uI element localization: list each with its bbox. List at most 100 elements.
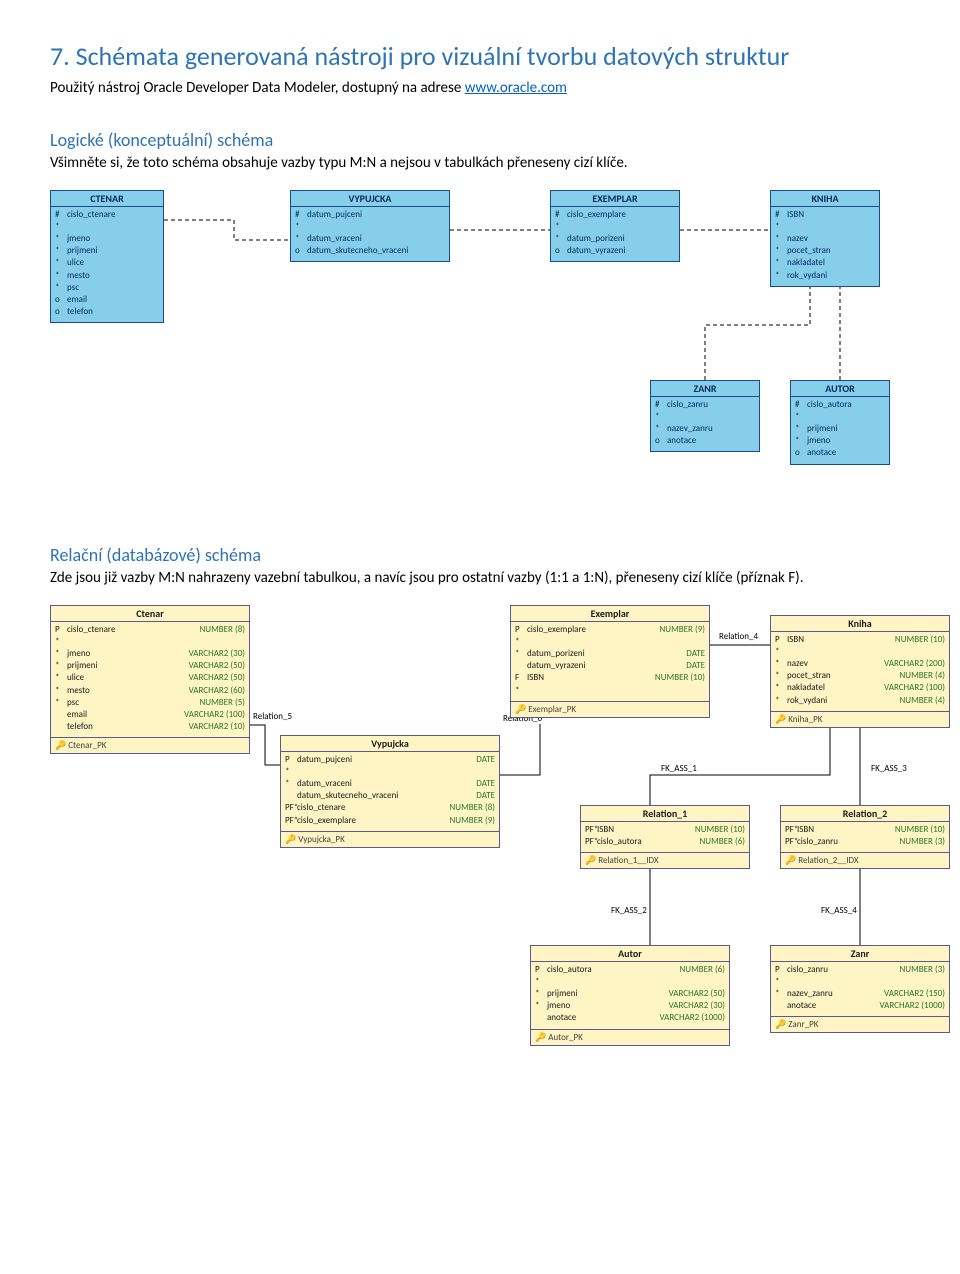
attribute-row: *nazev: [775, 233, 875, 245]
relation-label: Relation_5: [252, 711, 293, 722]
attribute-row: *uliceVARCHAR2 (50): [55, 672, 245, 684]
attribute-row: *ulice: [55, 257, 159, 269]
attribute-row: *pocet_stranNUMBER (4): [775, 670, 945, 682]
entity-pk: 🔑 Vypujcka_PK: [281, 831, 499, 847]
attribute-row: *prijmeni: [55, 245, 159, 257]
attribute-row: # *cislo_exemplare: [555, 209, 675, 233]
entity-title: Kniha: [771, 616, 949, 632]
entity-title: VYPUJCKA: [291, 191, 449, 207]
entity-vypujcka2: Vypujcka P *datum_pujceniDATE *datum_vrac…: [280, 735, 500, 848]
entity-relation1: Relation_1 PF*ISBNNUMBER (10)PF*cislo_aut…: [580, 805, 750, 869]
relation-label: FK_ASS_3: [870, 763, 908, 774]
relation-label: FK_ASS_2: [610, 905, 648, 916]
attribute-row: *jmenoVARCHAR2 (30): [535, 1000, 725, 1012]
attribute-row: P *cislo_ctenareNUMBER (8): [55, 624, 245, 648]
entity-title: Exemplar: [511, 606, 709, 622]
attribute-row: oanotace: [795, 447, 885, 459]
entity-pk: 🔑 Zanr_PK: [771, 1016, 949, 1032]
entity-autor: AUTOR # *cislo_autora *prijmeni *jmeno oa…: [790, 380, 890, 465]
attribute-row: F *ISBNNUMBER (10): [515, 672, 705, 696]
attribute-row: PF*cislo_autoraNUMBER (6): [585, 836, 745, 848]
attribute-row: *nakladatel: [775, 257, 875, 269]
page-title: 7. Schémata generovaná nástroji pro vizu…: [50, 40, 910, 74]
attribute-row: odatum_vyrazeni: [555, 245, 675, 257]
attribute-row: *jmeno: [795, 435, 885, 447]
attribute-row: *datum_vraceniDATE: [285, 778, 495, 790]
attribute-row: datum_skutecneho_vraceniDATE: [285, 790, 495, 802]
entity-zanr: ZANR# *cislo_zanru *nazev_zanru oanotace: [650, 380, 760, 453]
attribute-row: PF*ISBNNUMBER (10): [585, 824, 745, 836]
entity-title: Ctenar: [51, 606, 249, 622]
entity-pk: 🔑 Kniha_PK: [771, 711, 949, 727]
logical-desc: Všimněte si, že toto schéma obsahuje vaz…: [50, 153, 910, 174]
relation-label: FK_ASS_1: [660, 763, 698, 774]
attribute-row: *pocet_stran: [775, 245, 875, 257]
attribute-row: *jmeno: [55, 233, 159, 245]
entity-title: Autor: [531, 946, 729, 962]
attribute-row: *nazevVARCHAR2 (200): [775, 658, 945, 670]
attribute-row: *rok_vydaniNUMBER (4): [775, 695, 945, 707]
attribute-row: *jmenoVARCHAR2 (30): [55, 648, 245, 660]
entity-title: Vypujcka: [281, 736, 499, 752]
attribute-row: *psc: [55, 282, 159, 294]
entity-zanr2: Zanr P *cislo_zanruNUMBER (3) *nazev_zanr…: [770, 945, 950, 1034]
entity-exemplar2: ExemplarP *cislo_exemplareNUMBER (9) *da…: [510, 605, 710, 718]
entity-relation2: Relation_2 PF*ISBNNUMBER (10)PF*cislo_zan…: [780, 805, 950, 869]
entity-title: CTENAR: [51, 191, 163, 207]
attribute-row: *prijmeniVARCHAR2 (50): [55, 660, 245, 672]
attribute-row: telefonVARCHAR2 (10): [55, 721, 245, 733]
attribute-row: PF*ISBNNUMBER (10): [785, 824, 945, 836]
oracle-link[interactable]: www.oracle.com: [465, 79, 567, 97]
attribute-row: PF*cislo_exemplareNUMBER (9): [285, 815, 495, 827]
attribute-row: P *cislo_zanruNUMBER (3): [775, 964, 945, 988]
attribute-row: *datum_vraceni: [295, 233, 445, 245]
intro-paragraph: Použitý nástroj Oracle Developer Data Mo…: [50, 78, 910, 99]
attribute-row: *mesto: [55, 270, 159, 282]
attribute-row: odatum_skutecneho_vraceni: [295, 245, 445, 257]
attribute-row: emailVARCHAR2 (100): [55, 709, 245, 721]
attribute-row: *prijmeni: [795, 423, 885, 435]
attribute-row: anotaceVARCHAR2 (1000): [775, 1000, 945, 1012]
entity-exemplar: EXEMPLAR # *cislo_exemplare *datum_porize…: [550, 190, 680, 263]
logical-title: Logické (konceptuální) schéma: [50, 129, 910, 151]
attribute-row: *mestoVARCHAR2 (60): [55, 685, 245, 697]
attribute-row: P *ISBNNUMBER (10): [775, 634, 945, 658]
attribute-row: otelefon: [55, 306, 159, 318]
attribute-row: # *ISBN: [775, 209, 875, 233]
attribute-row: *nazev_zanruVARCHAR2 (150): [775, 988, 945, 1000]
entity-title: EXEMPLAR: [551, 191, 679, 207]
relation-label: FK_ASS_4: [820, 905, 858, 916]
entity-pk: 🔑 Relation_1__IDX: [581, 852, 749, 868]
entity-kniha: KNIHA# *ISBN *nazev *pocet_stran *naklad…: [770, 190, 880, 287]
attribute-row: # *cislo_autora: [795, 399, 885, 423]
attribute-row: *nakladatelVARCHAR2 (100): [775, 682, 945, 694]
entity-vypujcka: VYPUJCKA# *datum_pujceni *datum_vraceni …: [290, 190, 450, 263]
entity-pk: 🔑 Relation_2__IDX: [781, 852, 949, 868]
attribute-row: *rok_vydani: [775, 270, 875, 282]
entity-title: AUTOR: [791, 381, 889, 397]
attribute-row: PF*cislo_ctenareNUMBER (8): [285, 802, 495, 814]
attribute-row: PF*cislo_zanruNUMBER (3): [785, 836, 945, 848]
attribute-row: oemail: [55, 294, 159, 306]
entity-title: Zanr: [771, 946, 949, 962]
logical-diagram: CTENAR# *cislo_ctenare *jmeno *prijmeni …: [50, 190, 910, 520]
attribute-row: *prijmeniVARCHAR2 (50): [535, 988, 725, 1000]
entity-kniha2: Kniha P *ISBNNUMBER (10) *nazevVARCHAR2 (…: [770, 615, 950, 728]
entity-pk: 🔑 Ctenar_PK: [51, 737, 249, 753]
attribute-row: anotaceVARCHAR2 (1000): [535, 1012, 725, 1024]
entity-ctenar2: Ctenar P *cislo_ctenareNUMBER (8) *jmenoV…: [50, 605, 250, 754]
attribute-row: P *cislo_autoraNUMBER (6): [535, 964, 725, 988]
entity-ctenar: CTENAR# *cislo_ctenare *jmeno *prijmeni …: [50, 190, 164, 323]
relational-diagram: Relation_5Relation_6Relation_4FK_ASS_1FK…: [50, 605, 910, 1035]
attribute-row: *nazev_zanru: [655, 423, 755, 435]
entity-title: Relation_2: [781, 806, 949, 822]
relational-desc: Zde jsou již vazby M:N nahrazeny vazební…: [50, 568, 910, 589]
entity-autor2: Autor P *cislo_autoraNUMBER (6) *prijmeni…: [530, 945, 730, 1046]
attribute-row: P *cislo_exemplareNUMBER (9): [515, 624, 705, 648]
attribute-row: # *cislo_zanru: [655, 399, 755, 423]
attribute-row: P *datum_pujceniDATE: [285, 754, 495, 778]
attribute-row: *datum_porizeni: [555, 233, 675, 245]
entity-pk: 🔑 Autor_PK: [531, 1029, 729, 1045]
attribute-row: # *cislo_ctenare: [55, 209, 159, 233]
entity-title: Relation_1: [581, 806, 749, 822]
